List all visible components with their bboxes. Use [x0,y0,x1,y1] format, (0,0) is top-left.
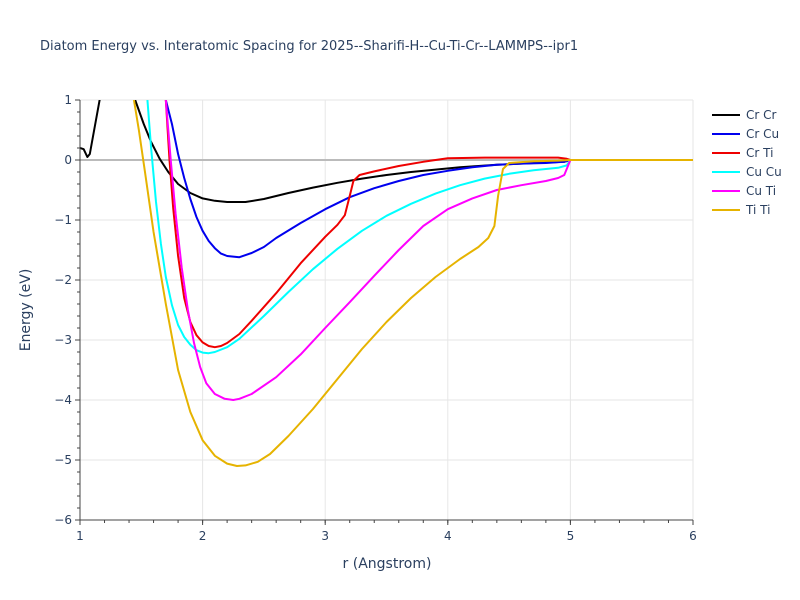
legend-item-cr-cr[interactable]: Cr Cr [712,108,777,122]
y-tick-label: −2 [54,273,72,287]
legend-label: Cr Ti [746,146,773,160]
x-tick-label: 6 [689,529,697,543]
legend-item-ti-ti[interactable]: Ti Ti [712,203,770,217]
y-tick-label: −3 [54,333,72,347]
series-line-cr-cu [164,100,571,259]
y-tick-label: 0 [64,153,72,167]
x-tick-label: 5 [567,529,575,543]
y-axis-label: Energy (eV) [18,269,34,352]
legend-item-cr-cu[interactable]: Cr Cu [712,127,779,141]
y-tick-label: 1 [64,93,72,107]
chart-title: Diatom Energy vs. Interatomic Spacing fo… [40,39,578,54]
axes [79,100,693,521]
x-tick-label: 4 [444,529,452,543]
series-line-cr-ti [164,100,571,349]
legend-item-cu-ti[interactable]: Cu Ti [712,184,776,198]
legend-label: Cr Cr [746,108,777,122]
legend-item-cu-cu[interactable]: Cu Cu [712,165,782,179]
legend-label: Cu Cu [746,165,782,179]
series-layer [80,100,693,467]
y-tick-label: −1 [54,213,72,227]
x-tick-label: 1 [76,529,84,543]
series-line-cu-ti [164,100,572,401]
y-axis-ticks: −6 −5 −4 −3 −2 −1 0 1 [54,93,80,527]
legend-label: Cr Cu [746,127,779,141]
legend[interactable]: Cr Cr Cr Cu Cr Ti Cu Cu Cu Ti Ti Ti [712,108,782,217]
x-tick-label: 2 [199,529,207,543]
y-tick-label: −4 [54,393,72,407]
legend-item-cr-ti[interactable]: Cr Ti [712,146,773,160]
legend-label: Cu Ti [746,184,776,198]
x-axis-ticks: 1 2 3 4 5 6 [76,520,697,543]
legend-label: Ti Ti [745,203,770,217]
x-tick-label: 3 [321,529,329,543]
y-tick-label: −6 [54,513,72,527]
y-tick-label: −5 [54,453,72,467]
series-line-ti-ti [132,100,693,467]
series-line-cu-cu [146,100,572,355]
x-axis-label: r (Angstrom) [343,556,432,572]
series-line-cr-cr [80,100,571,203]
